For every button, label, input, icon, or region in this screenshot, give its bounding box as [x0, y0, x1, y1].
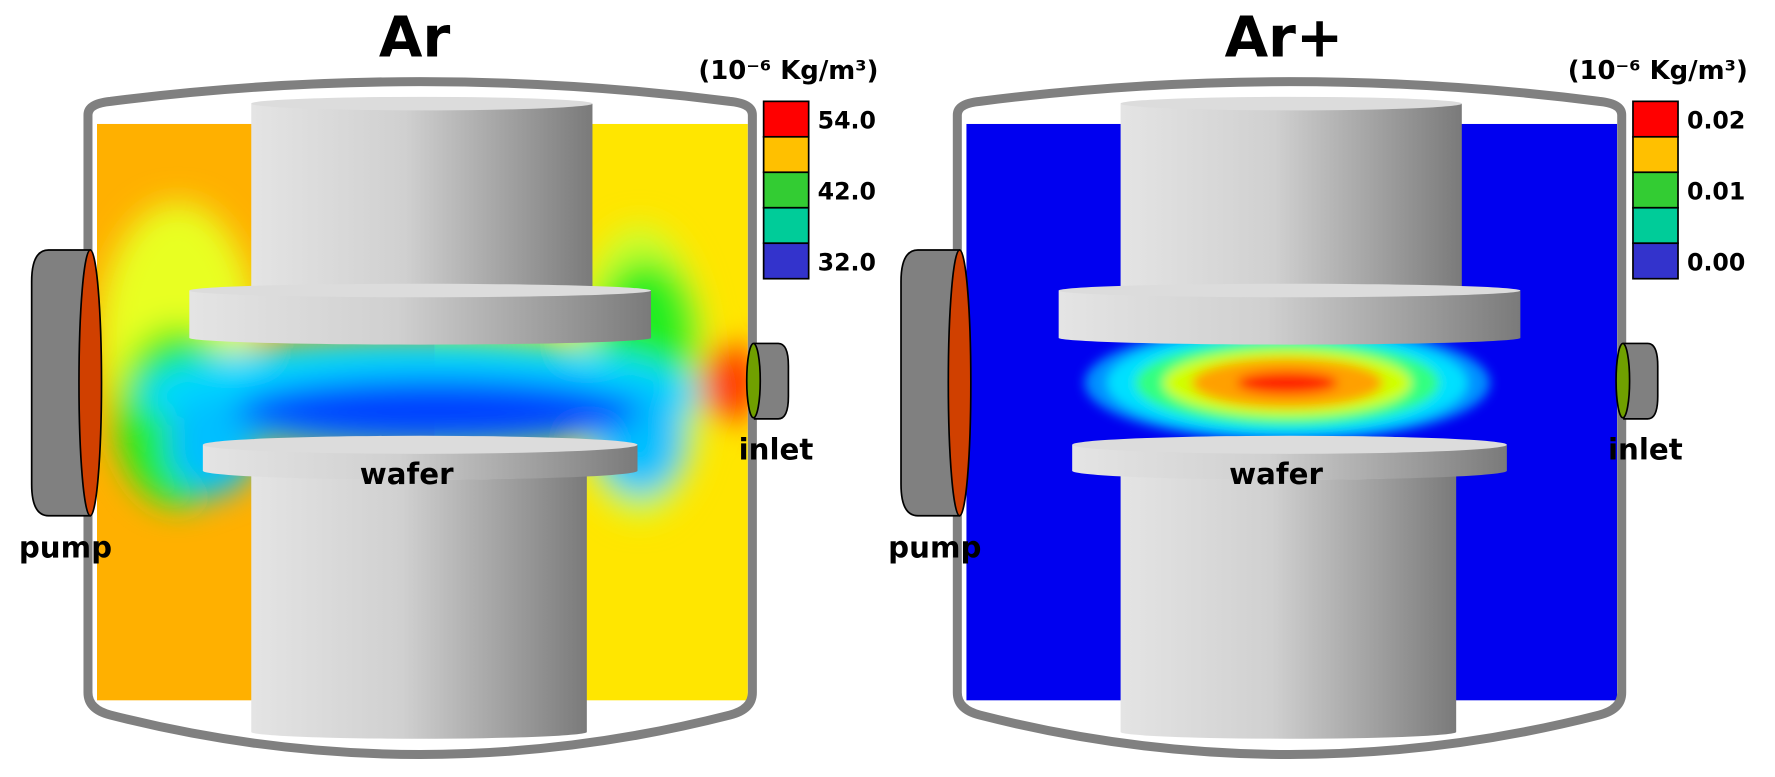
- upper-electrode: [251, 104, 592, 294]
- lower-electrode: [251, 473, 587, 739]
- upper-flange: [1059, 291, 1521, 345]
- legend-swatch: [1633, 208, 1678, 243]
- wafer-label: wafer: [1229, 457, 1323, 491]
- panel-title: Ar: [379, 5, 451, 70]
- pump-label: pump: [888, 530, 981, 564]
- lower-electrode: [1121, 473, 1457, 739]
- legend-label: 0.02: [1687, 106, 1745, 134]
- unit-label: (10⁻⁶ Kg/m³): [698, 56, 878, 86]
- inlet-port: [747, 343, 761, 417]
- legend-label: 32.0: [818, 248, 876, 276]
- legend-label: 42.0: [818, 177, 876, 205]
- panel: Ar+ (10⁻⁶ Kg/m³) pump inlet wafer 0.02 0.01 0.0…: [888, 5, 1748, 754]
- pump-label: pump: [19, 530, 112, 564]
- legend-swatch: [764, 137, 809, 172]
- panel-title: Ar+: [1225, 5, 1344, 70]
- legend-swatch: [764, 243, 809, 278]
- legend-swatch: [764, 172, 809, 207]
- pump-port: [79, 250, 102, 516]
- inlet-label: inlet: [739, 432, 814, 466]
- legend-swatch: [1633, 101, 1678, 136]
- legend-swatch: [764, 208, 809, 243]
- legend-label: 0.01: [1687, 177, 1745, 205]
- upper-electrode: [1121, 104, 1462, 294]
- legend-swatch: [1633, 137, 1678, 172]
- upper-flange: [189, 291, 651, 345]
- legend-label: 0.00: [1687, 248, 1745, 276]
- panel: Ar (10⁻⁶ Kg/m³) pump inlet wafer 54.0 42.0 32.0: [19, 5, 879, 754]
- legend-label: 54.0: [818, 106, 876, 134]
- wafer-label: wafer: [360, 457, 454, 491]
- inlet-label: inlet: [1608, 432, 1683, 466]
- legend-swatch: [764, 101, 809, 136]
- pump-port: [948, 250, 971, 516]
- figure: Ar (10⁻⁶ Kg/m³) pump inlet wafer 54.0 42.0 32.0…: [0, 0, 1775, 777]
- unit-label: (10⁻⁶ Kg/m³): [1568, 56, 1748, 86]
- inlet-port: [1616, 343, 1630, 417]
- legend-swatch: [1633, 172, 1678, 207]
- legend-swatch: [1633, 243, 1678, 278]
